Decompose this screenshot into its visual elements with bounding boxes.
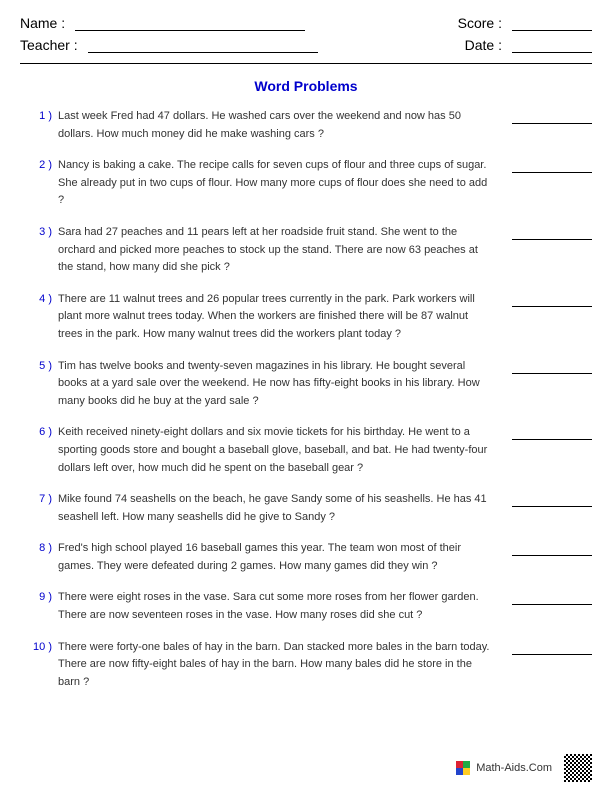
problem-number: 4 ) xyxy=(28,291,52,309)
header-divider xyxy=(20,63,592,64)
problem-3: 3 ) Sara had 27 peaches and 11 pears lef… xyxy=(28,224,584,277)
answer-line[interactable] xyxy=(512,593,592,605)
problem-text: There were eight roses in the vase. Sara… xyxy=(58,589,584,624)
problem-number: 10 ) xyxy=(28,639,52,657)
answer-line[interactable] xyxy=(512,112,592,124)
footer-site: Math-Aids.Com xyxy=(476,762,552,774)
problem-text: There are 11 walnut trees and 26 popular… xyxy=(58,291,584,344)
answer-line[interactable] xyxy=(512,643,592,655)
teacher-field: Teacher : xyxy=(20,37,318,53)
problem-text: Nancy is baking a cake. The recipe calls… xyxy=(58,157,584,210)
header-row-1: Name : Score : xyxy=(20,15,592,31)
problem-5: 5 ) Tim has twelve books and twenty-seve… xyxy=(28,358,584,411)
problem-10: 10 ) There were forty-one bales of hay i… xyxy=(28,639,584,692)
problem-6: 6 ) Keith received ninety-eight dollars … xyxy=(28,424,584,477)
problem-text: Sara had 27 peaches and 11 pears left at… xyxy=(58,224,584,277)
problem-text: Mike found 74 seashells on the beach, he… xyxy=(58,491,584,526)
problem-text: There were forty-one bales of hay in the… xyxy=(58,639,584,692)
problem-number: 6 ) xyxy=(28,424,52,442)
problem-text: Tim has twelve books and twenty-seven ma… xyxy=(58,358,584,411)
problem-number: 1 ) xyxy=(28,108,52,126)
name-field: Name : xyxy=(20,15,305,31)
answer-line[interactable] xyxy=(512,544,592,556)
answer-line[interactable] xyxy=(512,428,592,440)
score-field: Score : xyxy=(458,15,592,31)
problems-container: 1 ) Last week Fred had 47 dollars. He wa… xyxy=(20,108,592,691)
problem-number: 3 ) xyxy=(28,224,52,242)
footer: Math-Aids.Com xyxy=(456,754,592,782)
problem-4: 4 ) There are 11 walnut trees and 26 pop… xyxy=(28,291,584,344)
problem-number: 9 ) xyxy=(28,589,52,607)
name-label: Name : xyxy=(20,15,65,31)
teacher-input-line[interactable] xyxy=(88,39,318,53)
score-label: Score : xyxy=(458,15,502,31)
qr-code-icon xyxy=(564,754,592,782)
problem-2: 2 ) Nancy is baking a cake. The recipe c… xyxy=(28,157,584,210)
date-label: Date : xyxy=(465,37,502,53)
worksheet-title: Word Problems xyxy=(20,78,592,94)
answer-line[interactable] xyxy=(512,362,592,374)
problem-text: Keith received ninety-eight dollars and … xyxy=(58,424,584,477)
answer-line[interactable] xyxy=(512,228,592,240)
date-field: Date : xyxy=(465,37,592,53)
name-input-line[interactable] xyxy=(75,17,305,31)
answer-line[interactable] xyxy=(512,161,592,173)
problem-number: 8 ) xyxy=(28,540,52,558)
problem-text: Last week Fred had 47 dollars. He washed… xyxy=(58,108,584,143)
score-input-line[interactable] xyxy=(512,17,592,31)
problem-number: 7 ) xyxy=(28,491,52,509)
footer-logo-icon xyxy=(456,761,470,775)
problem-9: 9 ) There were eight roses in the vase. … xyxy=(28,589,584,624)
date-input-line[interactable] xyxy=(512,39,592,53)
problem-text: Fred's high school played 16 baseball ga… xyxy=(58,540,584,575)
problem-8: 8 ) Fred's high school played 16 basebal… xyxy=(28,540,584,575)
problem-number: 2 ) xyxy=(28,157,52,175)
teacher-label: Teacher : xyxy=(20,37,78,53)
problem-7: 7 ) Mike found 74 seashells on the beach… xyxy=(28,491,584,526)
problem-1: 1 ) Last week Fred had 47 dollars. He wa… xyxy=(28,108,584,143)
answer-line[interactable] xyxy=(512,495,592,507)
header-row-2: Teacher : Date : xyxy=(20,37,592,53)
problem-number: 5 ) xyxy=(28,358,52,376)
answer-line[interactable] xyxy=(512,295,592,307)
